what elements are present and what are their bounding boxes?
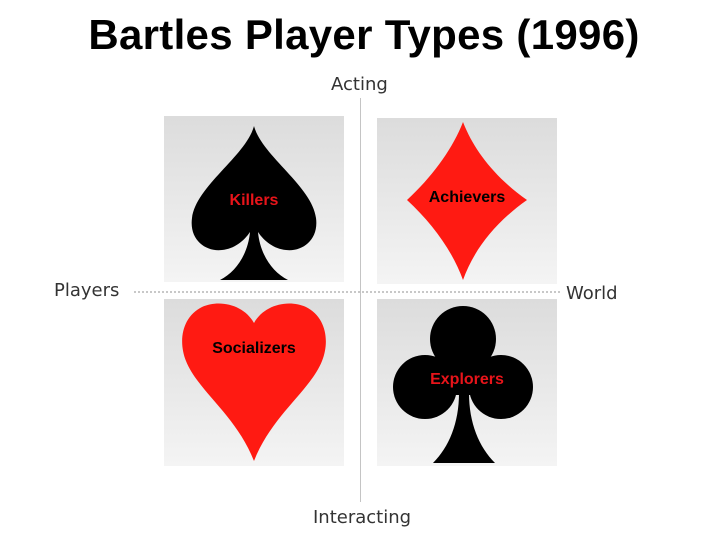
vertical-axis-line bbox=[360, 98, 361, 502]
page-title: Bartles Player Types (1996) bbox=[88, 11, 640, 58]
axis-label-players: Players bbox=[54, 280, 120, 301]
spade-icon bbox=[191, 126, 317, 280]
horizontal-axis-line bbox=[134, 291, 560, 293]
quadrant-explorers bbox=[377, 299, 557, 466]
axis-label-acting: Acting bbox=[331, 74, 388, 95]
label-achievers: Achievers bbox=[428, 189, 506, 206]
label-explorers: Explorers bbox=[430, 371, 504, 388]
axis-label-interacting: Interacting bbox=[313, 507, 412, 528]
quadrant-achievers bbox=[377, 118, 557, 284]
label-socializers: Socializers bbox=[212, 340, 296, 357]
quadrant-socializers bbox=[164, 299, 344, 466]
heart-icon bbox=[182, 303, 326, 461]
club-icon bbox=[393, 306, 533, 463]
quadrant-killers bbox=[164, 116, 344, 282]
label-killers: Killers bbox=[229, 192, 279, 209]
axis-label-world: World bbox=[566, 283, 618, 304]
diamond-icon bbox=[407, 122, 527, 280]
